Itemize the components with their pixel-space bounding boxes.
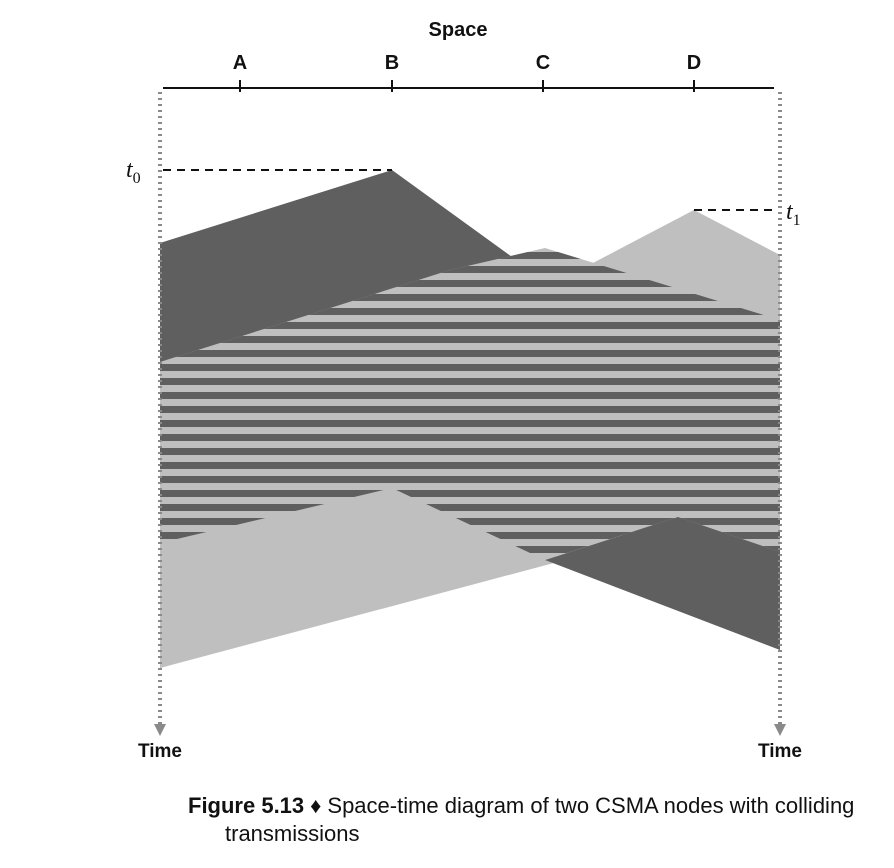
t1-subscript: 1 <box>793 212 801 229</box>
figure-label: Figure 5.13 <box>188 793 305 818</box>
collision-stripe <box>160 476 780 483</box>
collision-stripe <box>160 336 780 343</box>
collision-stripe <box>160 294 780 301</box>
collision-stripe <box>160 280 780 287</box>
node-ticks <box>239 80 695 92</box>
caption-separator: ♦ <box>310 793 322 818</box>
caption-text-line2: transmissions <box>225 821 360 846</box>
t0-symbol: t <box>126 157 134 183</box>
time-label-left: Time <box>138 741 182 762</box>
collision-stripe <box>160 448 780 455</box>
transmission-b-tail <box>545 517 780 650</box>
collision-stripe <box>160 504 780 511</box>
collision-stripe <box>160 434 780 441</box>
node-label-a: A <box>233 52 247 74</box>
collision-stripe <box>160 308 780 315</box>
node-label-c: C <box>536 52 550 74</box>
node-label-d: D <box>687 52 701 74</box>
transmission-b-light-tail <box>160 488 565 668</box>
t0-subscript: 0 <box>133 170 141 187</box>
figure-caption: Figure 5.13 ♦ Space-time diagram of two CS… <box>188 792 868 848</box>
t0-label: t0 <box>126 157 141 187</box>
collision-stripe <box>160 322 780 329</box>
collision-stripe <box>160 490 780 497</box>
time-arrowhead-right <box>774 724 786 736</box>
t1-symbol: t <box>786 199 794 225</box>
space-axis-title: Space <box>429 19 488 41</box>
caption-text-line1: Space-time diagram of two CSMA nodes wit… <box>327 793 855 818</box>
node-label-b: B <box>385 52 399 74</box>
space-time-diagram: Space A B C D t0 t1 Time Time <box>126 19 802 762</box>
collision-stripe <box>160 420 780 427</box>
time-arrowhead-left <box>154 724 166 736</box>
collision-stripe <box>160 462 780 469</box>
collision-stripe <box>160 392 780 399</box>
collision-stripe <box>160 350 780 357</box>
t1-label: t1 <box>786 199 801 229</box>
collision-stripe <box>160 266 780 273</box>
collision-stripe <box>160 406 780 413</box>
collision-stripe <box>160 518 780 525</box>
collision-stripe <box>160 364 780 371</box>
time-label-right: Time <box>758 741 802 762</box>
collision-stripe <box>160 378 780 385</box>
